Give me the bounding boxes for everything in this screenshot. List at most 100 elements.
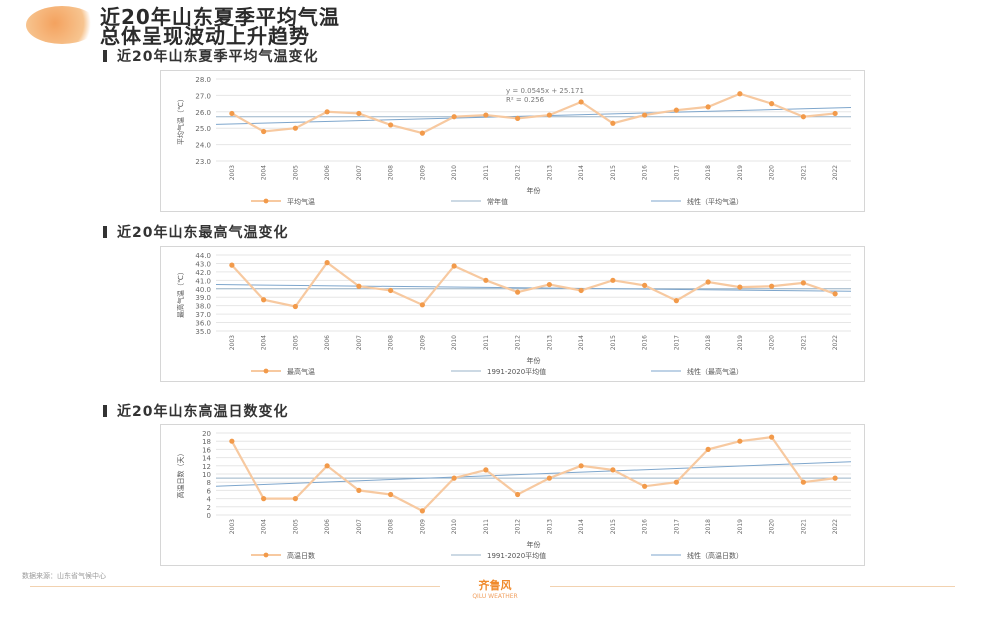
x-tick-label: 2004 (261, 519, 268, 534)
data-point (356, 283, 362, 289)
data-point (229, 110, 235, 117)
legend-label: 常年值 (487, 197, 508, 206)
y-tick-label: 28.0 (195, 76, 211, 84)
x-tick-label: 2017 (673, 165, 680, 180)
x-tick-label: 2013 (546, 519, 553, 534)
x-tick-label: 2013 (546, 165, 553, 180)
data-point (229, 262, 235, 268)
data-point (419, 508, 425, 514)
data-point (483, 277, 489, 283)
y-tick-label: 26.0 (195, 109, 211, 117)
data-point (451, 475, 457, 481)
section-title-avg-temp: 近20年山东夏季平均气温变化 (103, 46, 318, 66)
x-tick-label: 2007 (356, 335, 363, 350)
x-tick-label: 2004 (261, 335, 268, 350)
legend-label: 线性（最高气温） (687, 367, 743, 376)
x-tick-label: 2013 (546, 335, 553, 350)
x-tick-label: 2012 (515, 165, 522, 180)
data-point (578, 99, 584, 105)
data-point (483, 112, 489, 118)
y-tick-label: 35.0 (195, 328, 211, 336)
data-point (737, 438, 743, 444)
data-point (483, 467, 489, 473)
data-point (388, 491, 394, 498)
data-point (832, 110, 838, 117)
x-tick-label: 2011 (483, 165, 490, 180)
x-tick-label: 2003 (229, 519, 236, 534)
source-note: 数据来源：山东省气候中心 (22, 572, 106, 580)
legend-label: 最高气温 (287, 367, 315, 376)
x-tick-label: 2021 (800, 519, 807, 534)
legend-label: 高温日数 (287, 551, 315, 560)
data-point (324, 260, 330, 266)
data-point (800, 114, 806, 120)
y-tick-label: 12 (202, 463, 211, 471)
data-point (515, 491, 521, 498)
data-point (769, 434, 775, 440)
y-tick-label: 4 (207, 496, 212, 504)
section-title-text: 近20年山东夏季平均气温变化 (117, 49, 319, 65)
y-tick-label: 39.0 (195, 294, 211, 302)
x-tick-label: 2022 (832, 165, 839, 180)
y-tick-label: 6 (207, 487, 212, 495)
data-point (356, 110, 362, 117)
y-tick-label: 24.0 (195, 142, 211, 150)
x-tick-label: 2008 (388, 519, 395, 534)
page-title-line2: 总体呈现波动上升趋势 (100, 24, 310, 48)
data-point (515, 115, 521, 121)
data-point (292, 125, 298, 131)
chart-max-temp-svg: 35.036.037.038.039.040.041.042.043.044.0… (176, 252, 852, 376)
brand-name: 齐鲁风 (478, 579, 512, 592)
x-tick-label: 2017 (673, 519, 680, 534)
data-point (642, 282, 648, 288)
y-tick-label: 37.0 (195, 311, 211, 319)
x-tick-label: 2010 (451, 165, 458, 180)
x-tick-label: 2012 (515, 519, 522, 534)
series-line (231, 92, 836, 135)
legend-swatch-point (263, 368, 269, 374)
x-tick-label: 2003 (229, 165, 236, 180)
legend-swatch-point (263, 198, 269, 204)
y-tick-label: 10 (202, 471, 211, 479)
x-axis-label: 年份 (527, 356, 541, 365)
trend-equation: R² = 0.256 (506, 96, 545, 104)
y-axis-label: 平均气温（℃） (176, 95, 185, 145)
section-marker (103, 50, 107, 62)
x-tick-label: 2009 (419, 165, 426, 180)
x-tick-label: 2008 (388, 335, 395, 350)
x-tick-label: 2006 (324, 519, 331, 534)
y-tick-label: 25.0 (195, 125, 211, 133)
x-tick-label: 2008 (388, 165, 395, 180)
x-tick-label: 2020 (769, 519, 776, 534)
data-point (705, 279, 711, 285)
x-tick-label: 2018 (705, 165, 712, 180)
x-tick-label: 2011 (483, 335, 490, 350)
data-point (356, 487, 362, 493)
section-marker (103, 226, 107, 238)
y-tick-label: 38.0 (195, 303, 211, 311)
chart-max-temp: 35.0 36.0 37.0 38.0 39.0 40.0 41.0 42.0 43.0 44.0… (160, 246, 865, 382)
trend-equation: y = 0.0545x + 25.171 (506, 87, 584, 95)
y-tick-label: 43.0 (195, 260, 211, 268)
section-marker (103, 405, 107, 417)
x-tick-label: 2022 (832, 335, 839, 350)
y-tick-label: 16 (202, 446, 211, 454)
data-point (451, 263, 457, 269)
x-axis-label: 年份 (527, 540, 541, 549)
x-tick-label: 2005 (292, 335, 299, 350)
section-title-text: 近20年山东最高气温变化 (117, 225, 289, 241)
x-tick-label: 2003 (229, 335, 236, 350)
data-point (642, 112, 648, 118)
x-tick-label: 2005 (292, 165, 299, 180)
page-title-line1: 近20年山东夏季平均气温 (100, 5, 340, 29)
x-tick-label: 2015 (610, 335, 617, 350)
x-tick-label: 2015 (610, 519, 617, 534)
x-tick-label: 2014 (578, 165, 585, 180)
y-tick-label: 36.0 (195, 320, 211, 328)
y-tick-label: 2 (207, 504, 211, 512)
y-tick-label: 14 (202, 455, 211, 463)
section-title-max-temp: 近20年山东最高气温变化 (103, 222, 288, 242)
data-point (705, 104, 711, 110)
data-point (515, 289, 521, 295)
y-tick-label: 27.0 (195, 92, 211, 100)
